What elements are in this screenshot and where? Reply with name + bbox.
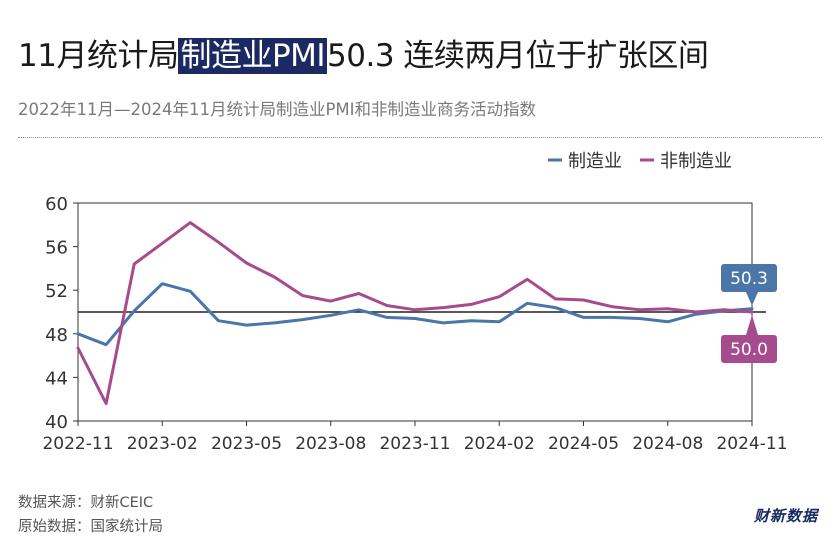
y-tick-label: 44 bbox=[45, 368, 68, 389]
x-tick-label: 2024-02 bbox=[464, 434, 535, 454]
series-line-manufacturing bbox=[76, 282, 754, 347]
original-source: 原始数据：国家统计局 bbox=[18, 519, 163, 535]
x-tick-label: 2023-02 bbox=[127, 434, 198, 454]
title-prefix: 11月统计局 bbox=[18, 38, 179, 74]
x-tick-label: 2022-11 bbox=[42, 434, 113, 454]
title-suffix: 50.3 连续两月位于扩张区间 bbox=[327, 38, 709, 74]
legend-manufacturing-label: 制造业 bbox=[568, 151, 622, 172]
callout-non-manufacturing-box bbox=[721, 335, 777, 363]
x-tick-label: 2024-08 bbox=[632, 434, 703, 454]
title-highlight: 制造业PMI bbox=[178, 38, 328, 74]
y-tick-label: 60 bbox=[45, 194, 68, 215]
chart-title: 11月统计局制造业PMI50.3 连续两月位于扩张区间 bbox=[18, 30, 709, 75]
brand-logo: 财新数据 bbox=[753, 507, 818, 525]
data-source: 数据来源：财新CEIC bbox=[18, 495, 154, 511]
y-tick-label: 40 bbox=[45, 412, 68, 433]
callout-manufacturing-value: 50.3 bbox=[730, 269, 768, 289]
y-tick-label: 48 bbox=[45, 325, 68, 346]
chart-subtitle: 2022年11月—2024年11月统计局制造业PMI和非制造业商务活动指数 bbox=[18, 100, 537, 119]
callout-non-manufacturing-value: 50.0 bbox=[730, 340, 768, 360]
x-tick-label: 2023-08 bbox=[295, 434, 366, 454]
legend-non-manufacturing-label: 非制造业 bbox=[660, 151, 732, 172]
header-divider bbox=[18, 137, 822, 138]
y-tick-label: 56 bbox=[45, 238, 68, 259]
x-tick-label: 2024-05 bbox=[548, 434, 619, 454]
x-tick-label: 2023-05 bbox=[211, 434, 282, 454]
callout-manufacturing-box bbox=[721, 264, 777, 292]
callout-manufacturing-pointer bbox=[746, 292, 758, 306]
x-tick-label: 2023-11 bbox=[379, 434, 450, 454]
series-line-non-manufacturing bbox=[76, 221, 754, 406]
y-tick-label: 52 bbox=[45, 281, 68, 302]
x-tick-label: 2024-11 bbox=[716, 434, 787, 454]
callout-non-manufacturing-pointer bbox=[746, 315, 758, 335]
